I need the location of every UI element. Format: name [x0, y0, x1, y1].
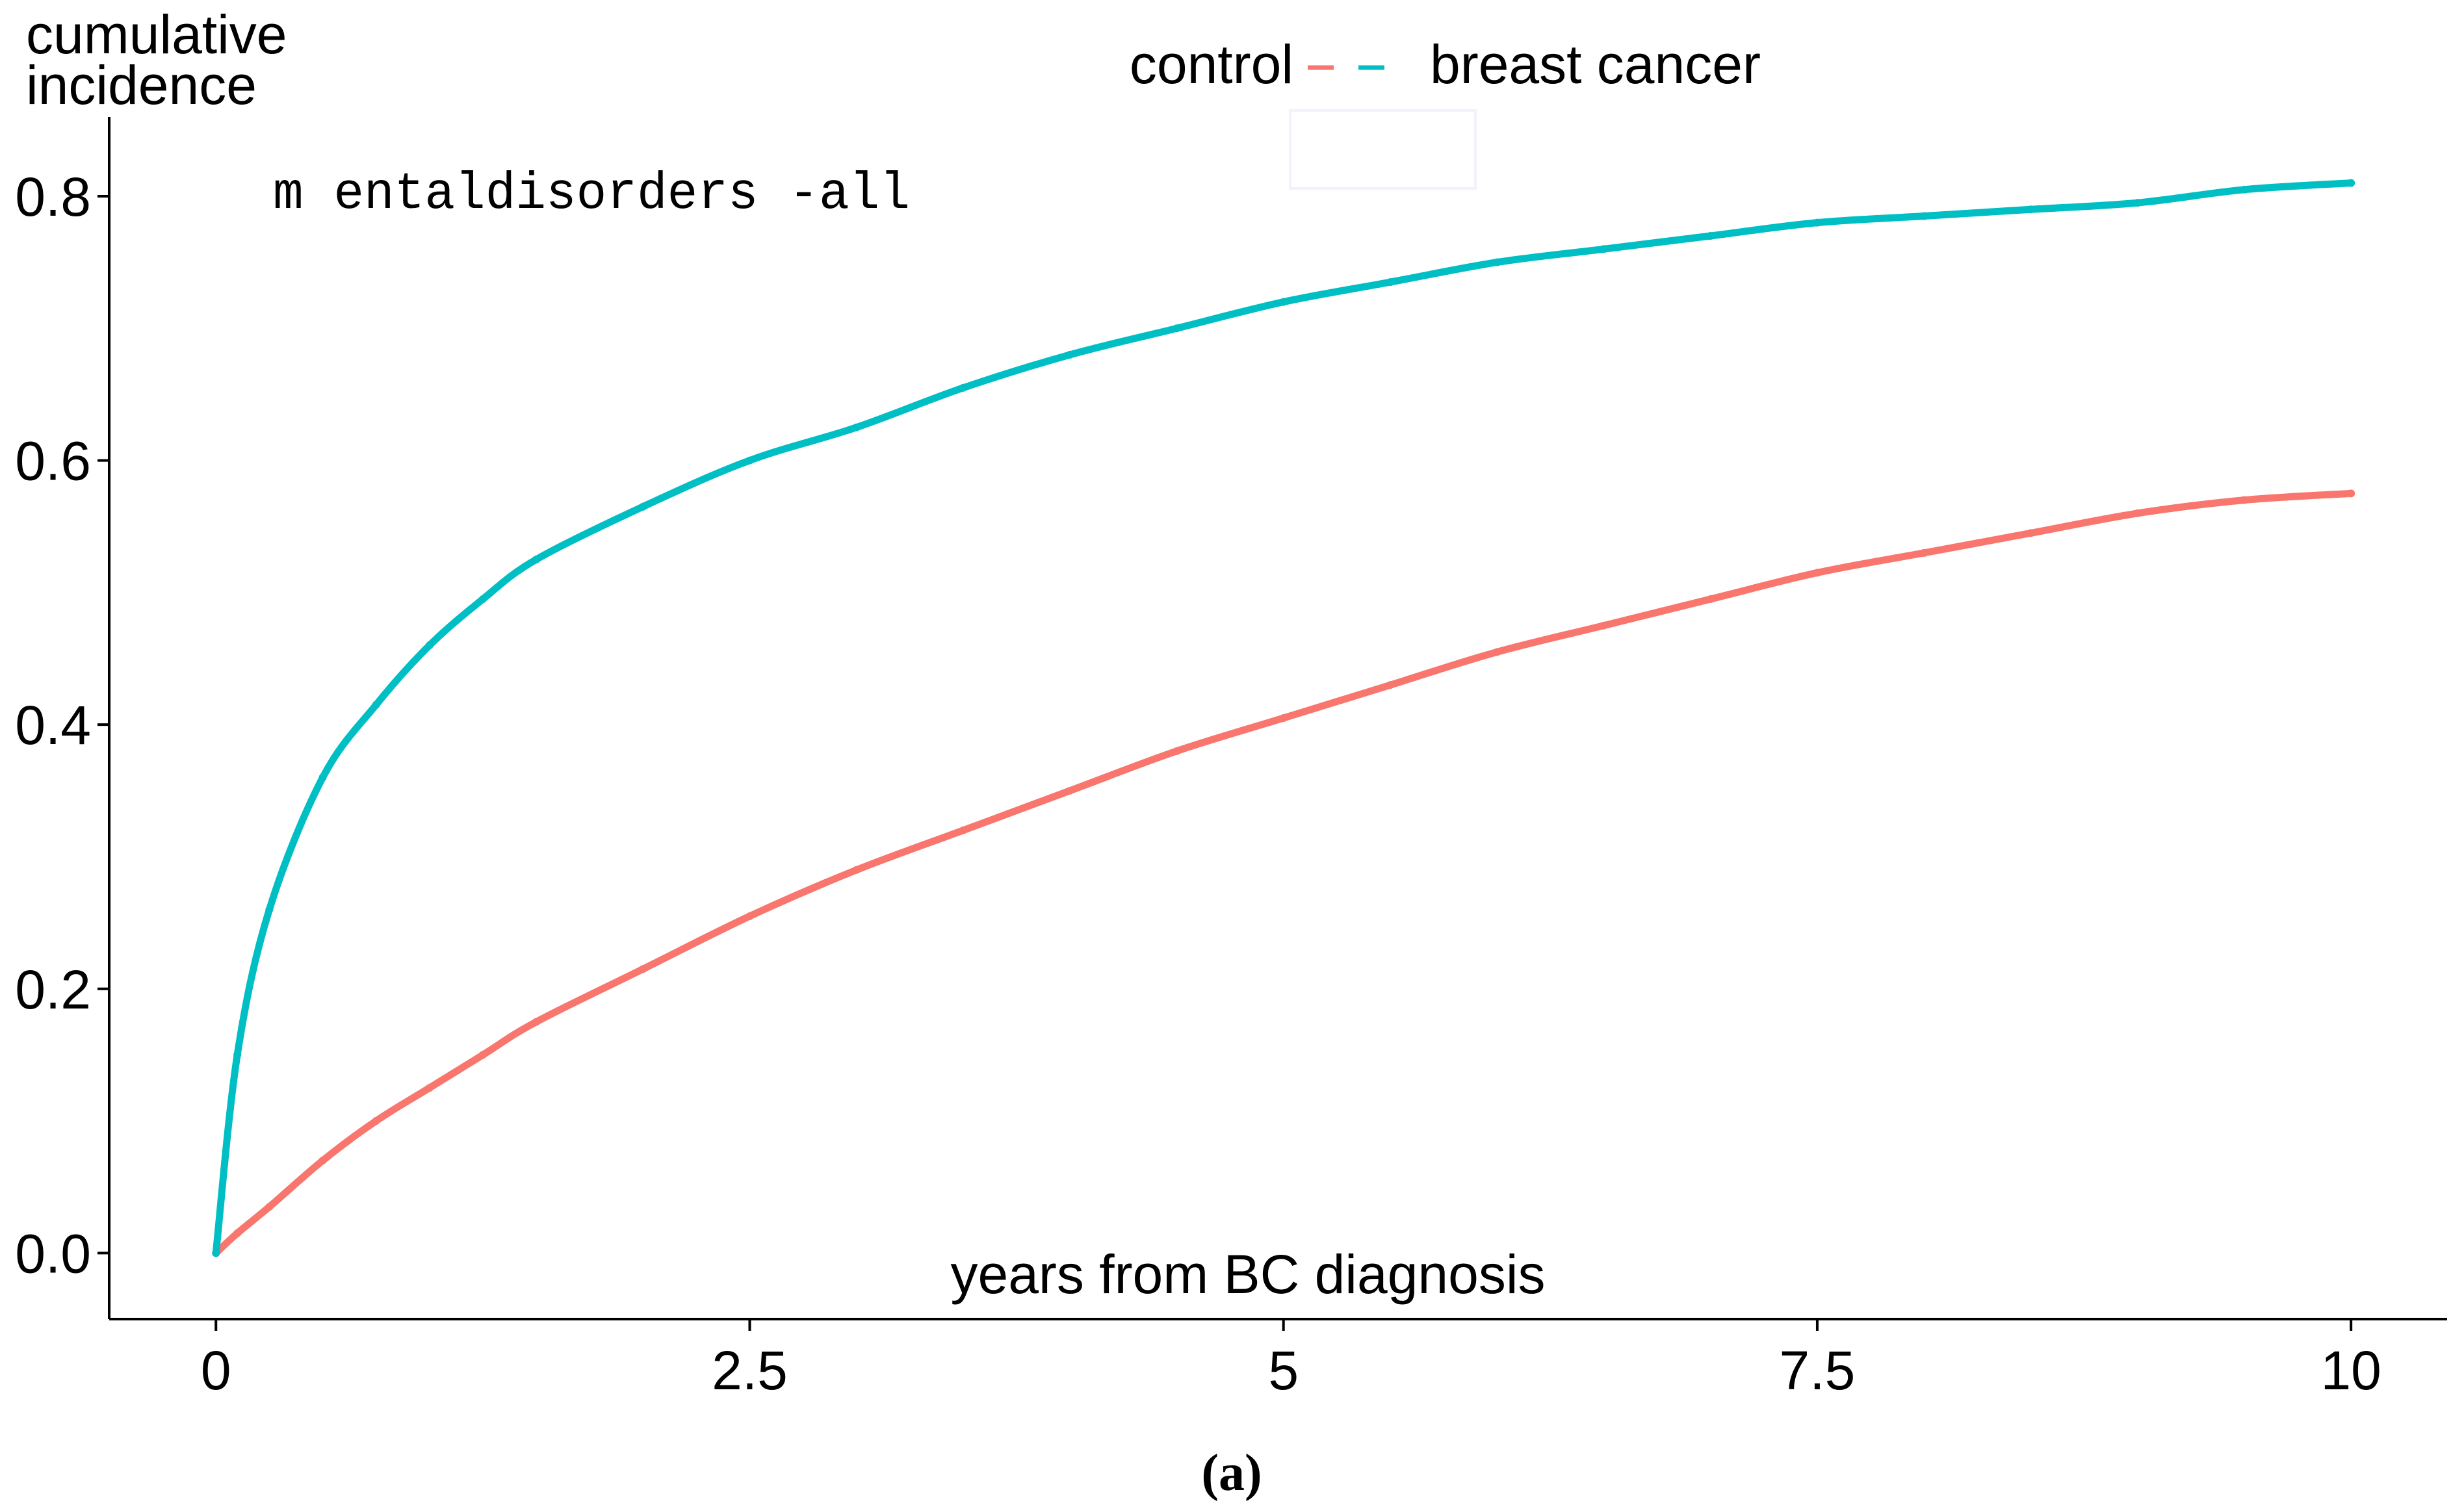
- data-point-breast-cancer: [2133, 199, 2142, 207]
- x-axis-ticks: 0 2.5 5 7.5 10: [201, 1319, 2381, 1401]
- x-axis-title: years from BC diagnosis: [950, 1244, 1545, 1305]
- data-point-breast-cancer: [2347, 179, 2355, 187]
- data-point-control: [1279, 714, 1288, 722]
- y-axis-ticks: 0.0 0.2 0.4 0.6 0.8: [15, 166, 109, 1284]
- data-point-breast-cancer: [1493, 258, 1501, 266]
- data-point-breast-cancer: [265, 905, 274, 914]
- chart-title: m entaldisorders -all: [273, 165, 910, 224]
- data-point-breast-cancer: [1600, 245, 1608, 253]
- series-line-breast-cancer: [212, 179, 2355, 1257]
- data-point-control: [2240, 496, 2248, 504]
- data-point-control: [1706, 595, 1715, 604]
- data-point-control: [265, 1203, 274, 1211]
- data-point-control: [532, 1018, 540, 1026]
- data-point-control: [372, 1117, 380, 1125]
- data-point-breast-cancer: [1173, 324, 1181, 333]
- y-axis-title-line-2: incidence: [26, 55, 257, 116]
- data-point-control: [2027, 529, 2035, 537]
- legend-box: [1289, 109, 1477, 190]
- data-point-breast-cancer: [852, 423, 861, 431]
- y-tick-label: 0.6: [15, 431, 91, 492]
- data-point-breast-cancer: [318, 773, 327, 782]
- data-point-control: [1813, 569, 1821, 577]
- legend-label-control: control: [1130, 34, 1293, 95]
- data-point-breast-cancer: [1279, 298, 1288, 306]
- data-point-breast-cancer: [746, 456, 754, 465]
- data-point-control: [639, 965, 647, 973]
- data-point-control: [852, 866, 861, 874]
- data-point-breast-cancer: [1706, 231, 1715, 240]
- data-point-control: [318, 1157, 327, 1165]
- data-point-breast-cancer: [2240, 185, 2248, 194]
- y-tick-label: 0.2: [15, 959, 91, 1020]
- data-point-control: [1920, 548, 1928, 557]
- data-point-breast-cancer: [1386, 278, 1394, 287]
- x-tick-label: 0: [201, 1340, 231, 1401]
- data-point-breast-cancer: [532, 556, 540, 564]
- data-point-control: [1173, 747, 1181, 755]
- data-point-control: [1600, 621, 1608, 630]
- data-point-control: [478, 1051, 487, 1059]
- data-point-breast-cancer: [1813, 218, 1821, 227]
- x-tick-label: 5: [1268, 1340, 1299, 1401]
- figure-caption: (a): [1201, 1445, 1262, 1502]
- y-tick-label: 0.8: [15, 166, 91, 227]
- data-point-breast-cancer: [639, 502, 647, 511]
- data-point-breast-cancer: [233, 1051, 242, 1059]
- data-point-control: [233, 1229, 242, 1237]
- data-point-control: [746, 912, 754, 920]
- data-point-control: [2347, 489, 2355, 498]
- y-tick-label: 0.4: [15, 695, 91, 756]
- data-point-breast-cancer: [959, 383, 967, 392]
- data-point-control: [1386, 681, 1394, 689]
- series-layer: [212, 179, 2355, 1257]
- legend-label-breast-cancer: breast cancer: [1430, 34, 1761, 95]
- data-point-breast-cancer: [372, 700, 380, 709]
- data-point-control: [959, 826, 967, 834]
- data-point-control: [425, 1084, 434, 1092]
- data-point-breast-cancer: [478, 595, 487, 604]
- data-point-breast-cancer: [425, 641, 434, 650]
- data-point-control: [2133, 509, 2142, 517]
- x-tick-label: 2.5: [712, 1340, 788, 1401]
- data-point-breast-cancer: [212, 1249, 220, 1257]
- data-point-control: [1493, 648, 1501, 656]
- data-point-breast-cancer: [2027, 205, 2035, 214]
- x-tick-label: 10: [2320, 1340, 2381, 1401]
- data-point-breast-cancer: [1066, 350, 1074, 359]
- y-tick-label: 0.0: [15, 1223, 91, 1284]
- data-point-control: [1066, 786, 1074, 795]
- x-tick-label: 7.5: [1780, 1340, 1856, 1401]
- y-axis-title-line-1: cumulative: [26, 4, 287, 65]
- data-point-breast-cancer: [1920, 212, 1928, 220]
